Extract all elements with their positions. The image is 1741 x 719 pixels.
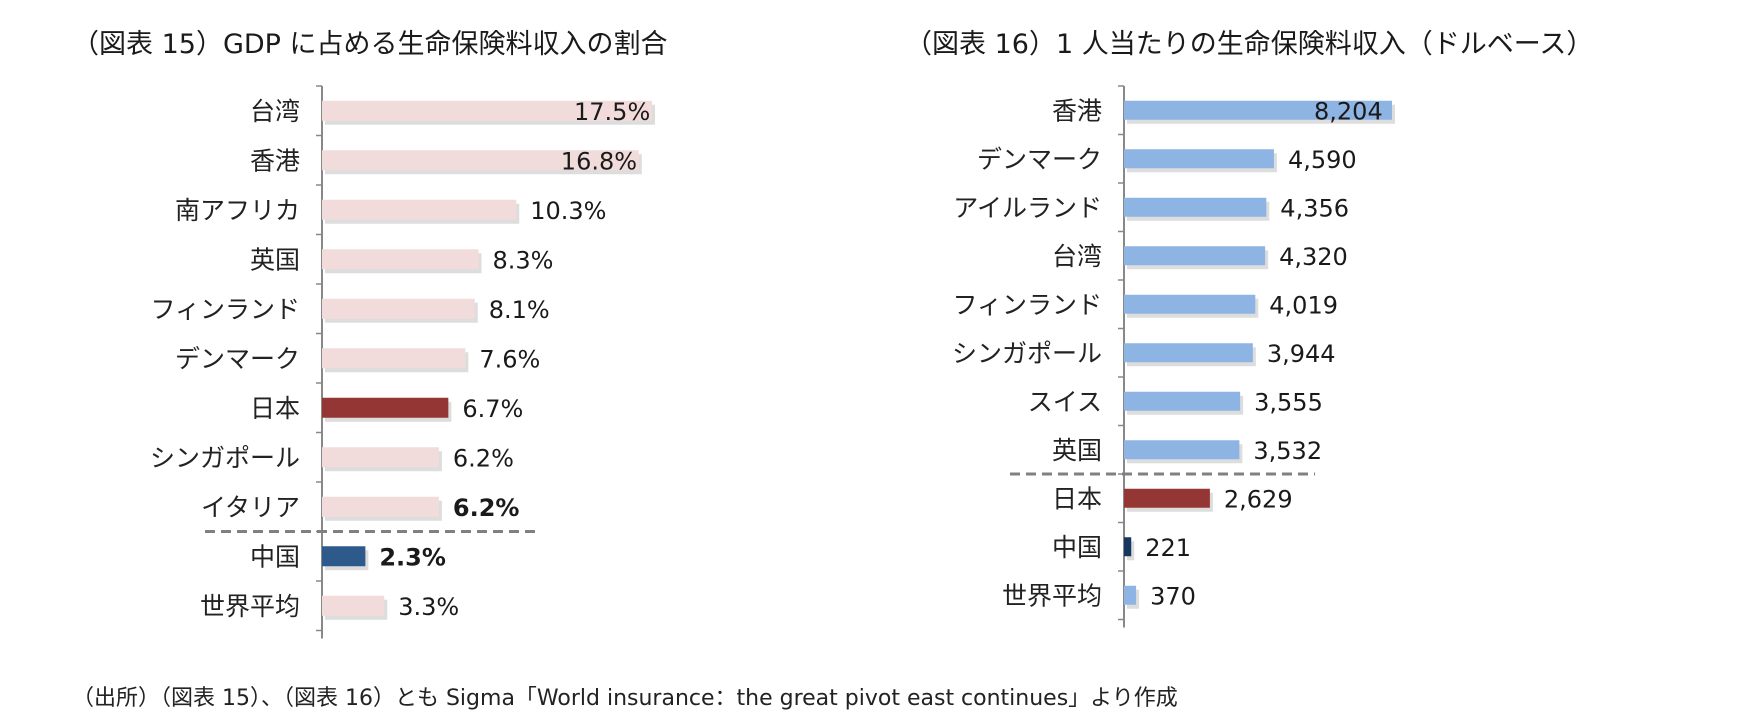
category-label: アイルランド [953, 193, 1102, 222]
bar [322, 447, 439, 468]
chart-title-gdp-ratio: （図表 15）GDP に占める生命保険料収入の割合 [72, 29, 668, 60]
bar [322, 397, 449, 418]
category-label: 日本 [250, 394, 300, 423]
per-capita-bar-chart: 香港 8,204 デンマーク 4,590 アイルランド 4,356 台湾 4,320 フィンラン… [952, 85, 1395, 628]
bar [322, 595, 385, 616]
bar [1124, 294, 1256, 314]
category-label: 世界平均 [200, 592, 300, 621]
bar [322, 298, 475, 319]
value-label: 8.3% [493, 246, 554, 274]
bar [322, 100, 652, 121]
category-label: シンガポール [150, 443, 300, 472]
category-label: シンガポール [952, 339, 1102, 368]
category-label: 英国 [1052, 436, 1102, 465]
bar [1124, 149, 1274, 169]
category-label: フィンランド [150, 295, 300, 324]
value-label: 3.3% [398, 593, 459, 621]
value-label: 3,532 [1253, 437, 1322, 465]
category-label: 南アフリカ [175, 196, 300, 225]
value-label: 3,555 [1254, 388, 1323, 416]
category-label: フィンランド [952, 290, 1102, 319]
bar [1124, 488, 1210, 508]
category-label: 日本 [1052, 484, 1102, 513]
value-label: 6.2% [453, 444, 514, 472]
gdp-ratio-bar-chart: 台湾 17.5% 香港 16.8% 南アフリカ 10.3% 英国 8.3% フィンランド 8.1%… [150, 85, 655, 639]
category-label: イタリア [201, 493, 300, 522]
bar [322, 546, 366, 567]
source-note: （出所）（図表 15）、（図表 16）とも Sigma「World insura… [72, 686, 1178, 711]
value-label: 17.5% [574, 98, 650, 126]
value-label: 7.6% [479, 345, 540, 373]
value-label: 4,019 [1269, 291, 1338, 319]
category-label: 中国 [250, 542, 300, 571]
category-label: 世界平均 [1002, 581, 1102, 610]
value-label: 4,320 [1279, 243, 1348, 271]
value-label: 10.3% [530, 197, 606, 225]
category-label: 中国 [1052, 533, 1102, 562]
bar [1124, 537, 1132, 557]
category-label: デンマーク [175, 344, 300, 373]
bar [322, 150, 639, 171]
value-label: 221 [1145, 534, 1191, 562]
value-label: 6.7% [462, 395, 523, 423]
value-label: 6.2% [453, 494, 520, 522]
value-label: 2.3% [379, 543, 446, 571]
value-label: 2,629 [1224, 485, 1293, 513]
category-label: 台湾 [250, 97, 300, 126]
bar [322, 199, 517, 220]
bar [1124, 100, 1392, 120]
bar [322, 496, 439, 517]
category-label: 英国 [250, 245, 300, 274]
bar [322, 348, 466, 369]
value-label: 16.8% [561, 147, 637, 175]
bar [1124, 440, 1240, 460]
category-label: 台湾 [1052, 242, 1102, 271]
bar [1124, 585, 1137, 605]
category-label: 香港 [250, 146, 300, 175]
value-label: 3,944 [1267, 340, 1336, 368]
bar [1124, 391, 1241, 411]
category-label: デンマーク [977, 145, 1102, 174]
value-label: 4,356 [1280, 194, 1349, 222]
bar [1124, 197, 1267, 217]
bar [1124, 246, 1266, 266]
value-label: 8,204 [1314, 97, 1383, 125]
category-label: 香港 [1052, 96, 1102, 125]
category-label: スイス [1028, 387, 1102, 416]
bar [322, 249, 479, 270]
chart-title-per-capita: （図表 16）1 人当たりの生命保険料収入（ドルベース） [905, 29, 1594, 60]
value-label: 4,590 [1288, 146, 1357, 174]
bar [1124, 343, 1253, 363]
value-label: 370 [1150, 582, 1196, 610]
value-label: 8.1% [489, 296, 550, 324]
